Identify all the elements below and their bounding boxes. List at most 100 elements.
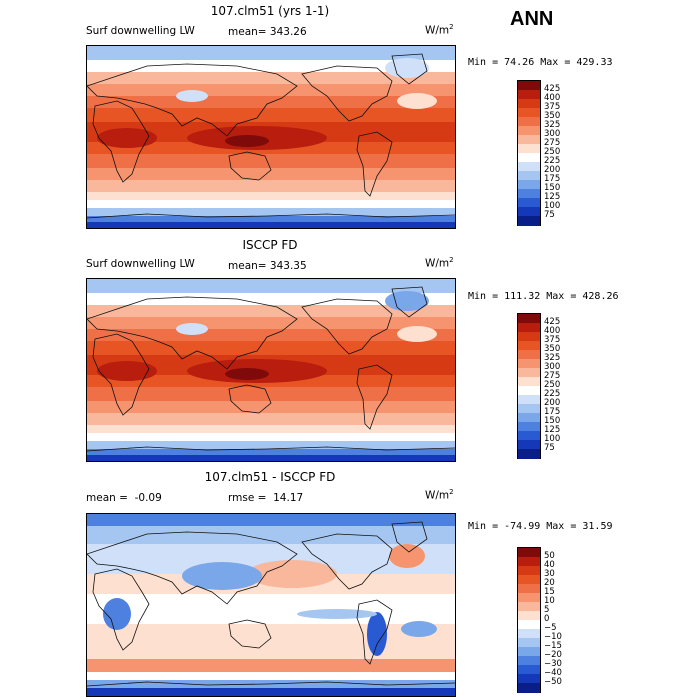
colorbar-swatch [518, 656, 540, 666]
colorbar-tick-label: 350 [544, 344, 561, 354]
warm-pool-core [225, 135, 269, 147]
colorbar-tick-label: 75 [544, 210, 555, 220]
colorbar-swatch [518, 413, 540, 423]
latitude-band [87, 305, 455, 317]
panel1-map [86, 45, 456, 229]
colorbar-swatch [518, 332, 540, 342]
colorbar-swatch [518, 216, 540, 226]
colorbar-tick-label: 425 [544, 84, 561, 94]
panel2-units-exp: 2 [449, 256, 454, 264]
colorbar-swatch [518, 90, 540, 100]
south-america-coastline [356, 131, 393, 197]
latitude-band [87, 449, 455, 455]
north-atlantic-warm-anomaly [389, 544, 425, 568]
panel2-minmax: Min = 111.32 Max = 428.26 [468, 291, 619, 302]
colorbar-swatch [518, 584, 540, 594]
latitude-band [87, 108, 455, 122]
colorbar-tick-label: 300 [544, 362, 561, 372]
colorbar-tick-label: 425 [544, 317, 561, 327]
panel3-rmse-value: 14.17 [273, 492, 304, 504]
colorbar-tick-label: −30 [544, 659, 562, 669]
asia-cold-anomaly [182, 562, 262, 590]
colorbar-tick-label: 125 [544, 425, 561, 435]
colorbar-swatch [518, 81, 540, 91]
colorbar-swatch [518, 350, 540, 360]
colorbar-swatch [518, 602, 540, 612]
colorbar-swatch [518, 323, 540, 333]
panel3-units-base: W/m [425, 489, 450, 502]
warm-pool-core [225, 368, 269, 380]
greenland-coastline [391, 53, 428, 85]
colorbar-tick-label: 250 [544, 380, 561, 390]
latitude-band [87, 624, 455, 659]
colorbar-tick-label: 225 [544, 156, 561, 166]
latitude-band [87, 200, 455, 208]
tibet-cold-spot [176, 90, 208, 102]
colorbar-tick-label: −20 [544, 650, 562, 660]
panel1-units-exp: 2 [449, 23, 454, 31]
colorbar-swatch [518, 153, 540, 163]
colorbar-tick-label: −10 [544, 632, 562, 642]
colorbar-swatch [518, 431, 540, 441]
colorbar-tick-label: 250 [544, 147, 561, 157]
greenland-cold-spot [385, 58, 429, 78]
colorbar-tick-label: −5 [544, 623, 557, 633]
panel3-rmse: rmse = 14.17 [228, 492, 303, 504]
north-pacific-warm-anomaly [247, 560, 337, 588]
latitude-band [87, 455, 455, 461]
colorbar-swatch [518, 575, 540, 585]
south-america-coastline [356, 599, 393, 665]
colorbar-swatch [518, 198, 540, 208]
tropical-africa-region [97, 128, 157, 148]
panel3-units: W/m2 [425, 488, 454, 502]
colorbar-swatch [518, 162, 540, 172]
panel2-units: W/m2 [425, 256, 454, 270]
colorbar-tick-label: 150 [544, 416, 561, 426]
colorbar-tick-label: 325 [544, 120, 561, 130]
eurasia-coastline [87, 531, 298, 605]
panel3-mean: mean = -0.09 [86, 492, 162, 504]
north-america-coastline [301, 533, 393, 590]
latitude-band [87, 441, 455, 449]
colorbar-tick-label: 275 [544, 138, 561, 148]
colorbar-tick-label: 225 [544, 389, 561, 399]
east-pacific-cold-anomaly [297, 609, 377, 619]
colorbar-tick-label: 10 [544, 596, 555, 606]
colorbar-tick-label: 300 [544, 129, 561, 139]
latitude-band [87, 688, 455, 696]
panel3-colorbar: 50 40 30 20 15 10 5 0 −5 −10 −15 −20 −30 −40 −50 [517, 547, 562, 693]
latitude-band [87, 180, 455, 192]
antarctica-coastline [87, 446, 455, 452]
panel2-mean-value: 343.35 [269, 260, 307, 272]
panel3-rmse-label: rmse = [228, 492, 267, 504]
colorbar-swatch [518, 117, 540, 127]
colorbar-tick-label: 20 [544, 578, 555, 588]
colorbar-swatch [518, 422, 540, 432]
australia-coastline [228, 619, 272, 649]
panel3-map-svg [87, 514, 455, 696]
south-america-coastline [356, 364, 393, 430]
latitude-band [87, 433, 455, 441]
colorbar-tick-label: 75 [544, 443, 555, 453]
colorbar-tick-label: 400 [544, 93, 561, 103]
colorbar-swatch [518, 566, 540, 576]
colorbar-tick-label: 100 [544, 434, 561, 444]
australia-coastline [228, 151, 272, 181]
panel1-mean: mean= 343.26 [228, 26, 307, 38]
colorbar-swatch [518, 386, 540, 396]
colorbar-tick-label: 200 [544, 165, 561, 175]
colorbar-swatch [518, 144, 540, 154]
panel1-minmax: Min = 74.26 Max = 429.33 [468, 57, 613, 68]
colorbar-tick-label: 40 [544, 560, 555, 570]
africa-coastline [92, 568, 150, 651]
north-america-coastline [301, 65, 393, 122]
colorbar-tick-label: 0 [544, 614, 550, 624]
greenland-coastline [391, 521, 428, 553]
colorbar-tick-label: 175 [544, 174, 561, 184]
colorbar-tick-label: 30 [544, 569, 555, 579]
latitude-band [87, 154, 455, 168]
colorbar-tick-label: 325 [544, 353, 561, 363]
colorbar-swatch [518, 665, 540, 675]
north-atlantic-region [397, 93, 437, 109]
colorbar-swatch [518, 557, 540, 567]
